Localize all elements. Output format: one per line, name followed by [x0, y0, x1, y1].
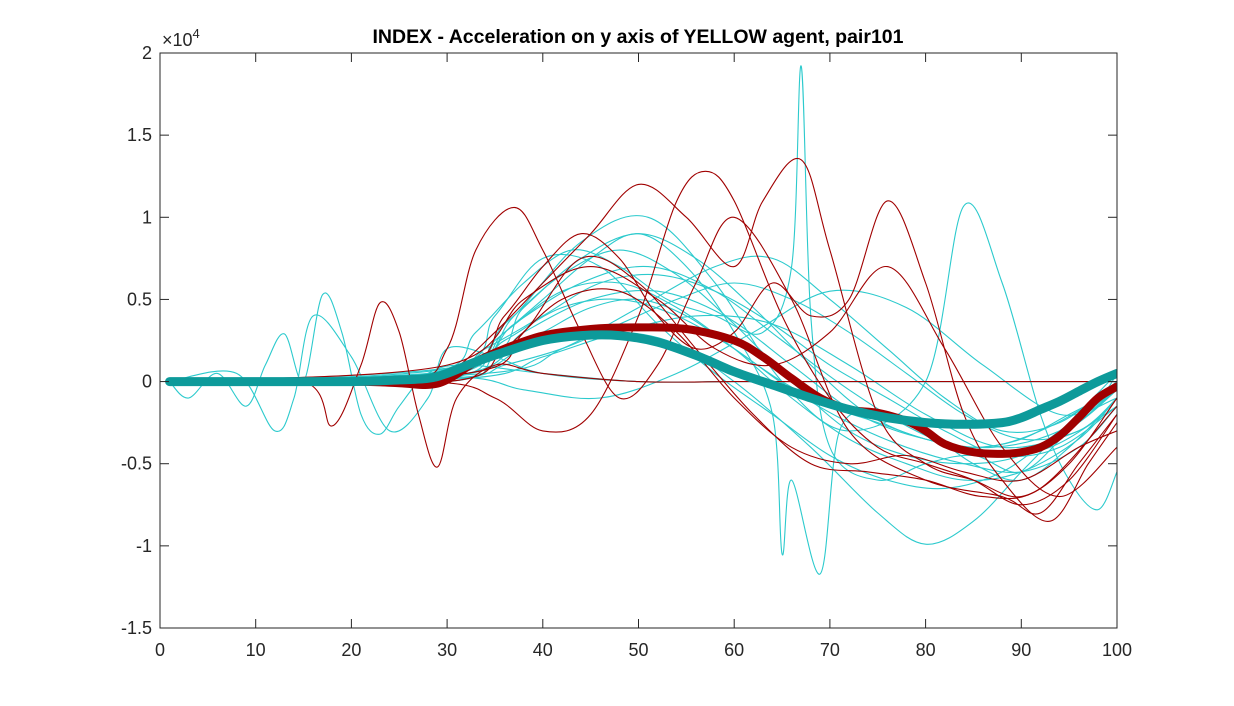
trial-line-red: [169, 301, 1117, 468]
x-tick-label: 80: [916, 640, 936, 660]
mean-line-cyan: [165, 330, 1117, 429]
trial-line-red: [169, 206, 1117, 515]
y-tick-label: 1: [142, 207, 152, 227]
trial-line-red: [169, 288, 1117, 482]
y-exponent-base: ×10: [162, 30, 193, 50]
y-tick-label: 0: [142, 372, 152, 392]
y-tick-label: -1.5: [121, 618, 152, 638]
trial-line-red: [169, 200, 1117, 522]
chart-title: INDEX - Acceleration on y axis of YELLOW…: [373, 26, 904, 48]
x-tick-label: 0: [155, 640, 165, 660]
y-exponent-power: 4: [193, 26, 200, 41]
x-tick-label: 50: [628, 640, 648, 660]
mean-line-red: [165, 323, 1117, 458]
x-tick-label: 70: [820, 640, 840, 660]
trial-line-cyan: [169, 289, 1117, 449]
trial-line-cyan: [169, 202, 1117, 511]
x-tick-label: 20: [341, 640, 361, 660]
x-tick-label: 60: [724, 640, 744, 660]
x-tick-label: 40: [533, 640, 553, 660]
y-tick-label: -1: [136, 536, 152, 556]
axis-ticks: 0 10 20 30 40 50 60 70 80 90 100 -1.5 -1 -0.5 0 0.5 1 1.5…: [121, 43, 1132, 660]
y-tick-label: 1.5: [127, 125, 152, 145]
x-tick-label: 100: [1102, 640, 1132, 660]
y-exponent-label: ×104: [162, 26, 200, 50]
trial-line-red: [169, 255, 1117, 500]
trial-line-red: [169, 170, 1117, 506]
y-tick-label: 0.5: [127, 289, 152, 309]
y-tick-label: 2: [142, 43, 152, 63]
y-tick-label: -0.5: [121, 454, 152, 474]
trial-line-cyan: [169, 65, 1117, 481]
x-tick-label: 10: [246, 640, 266, 660]
trial-line-cyan: [169, 255, 1117, 434]
x-tick-label: 90: [1011, 640, 1031, 660]
mean-lines: [165, 323, 1117, 458]
x-tick-label: 30: [437, 640, 457, 660]
